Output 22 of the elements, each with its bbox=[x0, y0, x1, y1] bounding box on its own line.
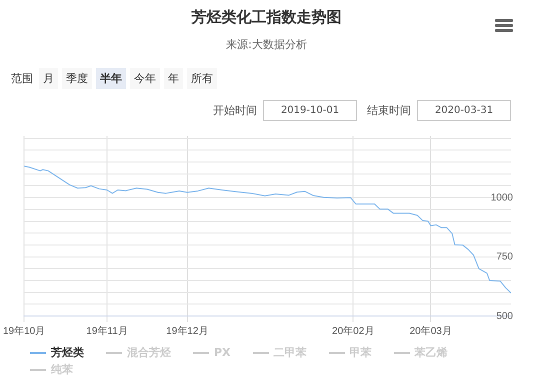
x-tick-label: 19年12月 bbox=[166, 324, 208, 337]
text: 结束时间 bbox=[367, 103, 411, 118]
text: 范围 bbox=[10, 71, 34, 87]
text: 2019-10-01 bbox=[263, 100, 357, 121]
x-tick-label: 19年11月 bbox=[86, 324, 128, 337]
text: 月 bbox=[39, 68, 58, 89]
text: 今年 bbox=[130, 68, 160, 89]
x-tick-label: 20年03月 bbox=[410, 324, 452, 337]
text: 开始时间 bbox=[213, 103, 257, 118]
text: 半年 bbox=[96, 68, 126, 89]
x-tick-label: 19年10月 bbox=[3, 324, 46, 337]
text: 季度 bbox=[62, 68, 92, 89]
legend-label: 芳烃类 bbox=[51, 345, 84, 360]
text: 年 bbox=[164, 68, 183, 89]
chart-title: 芳烃类化工指数走势图 bbox=[190, 8, 342, 27]
x-tick-label: 20年02月 bbox=[332, 324, 374, 337]
y-tick-label: 500 bbox=[496, 310, 514, 322]
y-tick-label: 1000 bbox=[490, 192, 514, 204]
text: 所有 bbox=[187, 68, 217, 89]
y-tick-label: 750 bbox=[496, 252, 514, 263]
text: 2020-03-31 bbox=[417, 100, 511, 121]
chart-subtitle: 来源:大数据分析 bbox=[225, 37, 308, 52]
